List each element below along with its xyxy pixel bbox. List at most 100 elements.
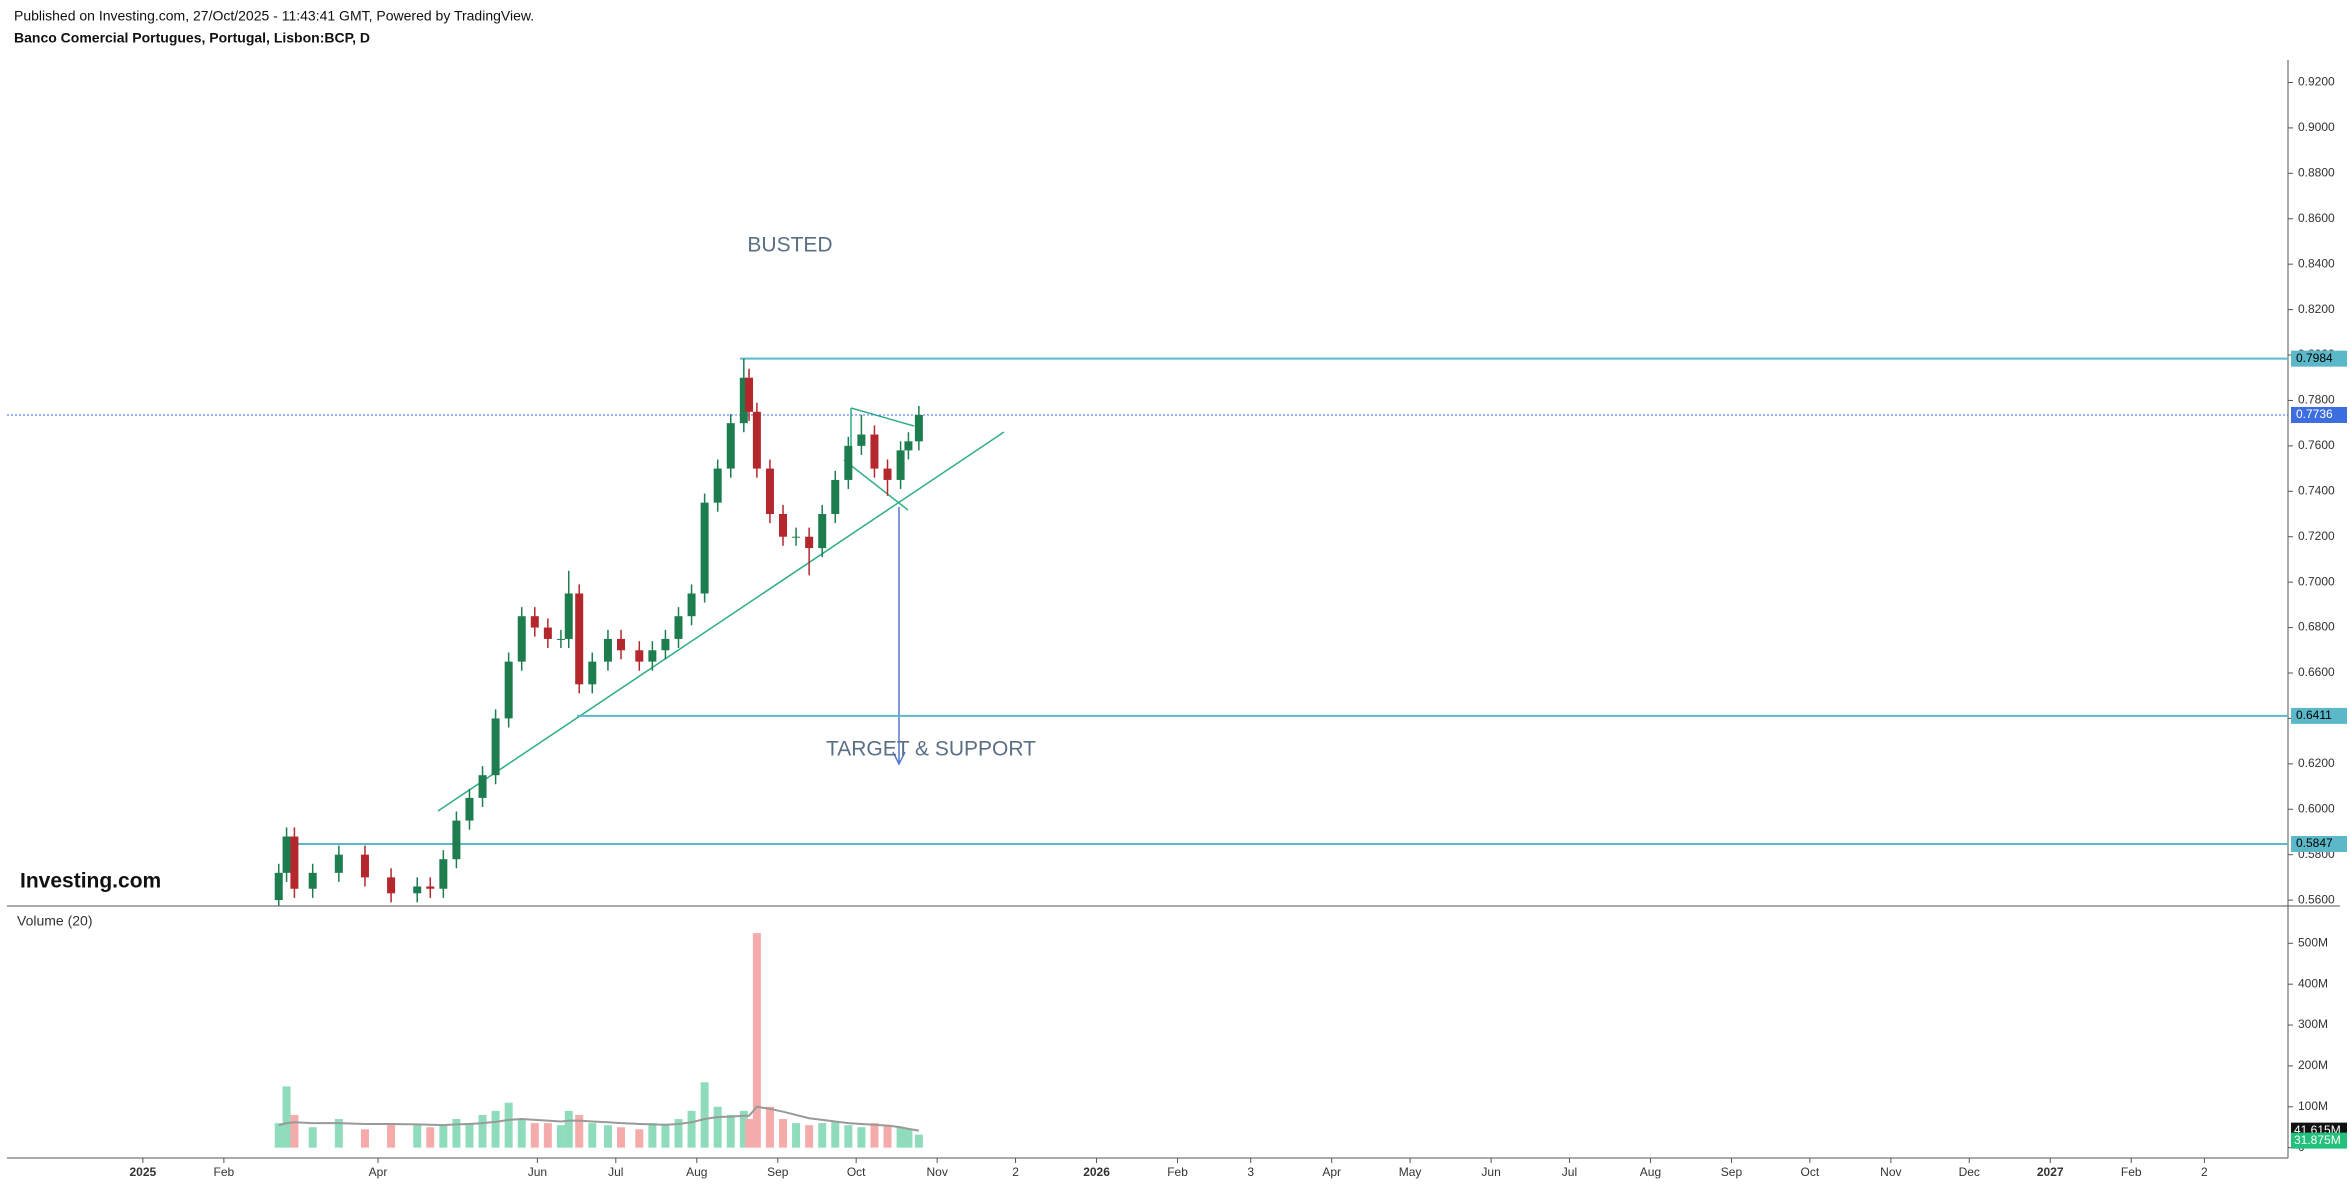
x-tick-label: 2027 [2037,1165,2064,1179]
volume-bar [617,1127,626,1148]
candle-body [726,423,735,469]
volume-ma [278,1105,920,1132]
y-tick-label: 0.8800 [2298,166,2335,180]
x-tick-label: Apr [369,1165,388,1179]
candle-body [792,536,801,538]
y-tick-label: 0.8400 [2298,256,2335,270]
volume-bar [648,1123,657,1148]
x-tick-label: Sep [1721,1165,1743,1179]
candle-body [308,872,317,889]
volume-tick-label: 500M [2298,935,2328,949]
volume-bar [543,1123,552,1148]
y-tick-label: 0.6000 [2298,801,2335,815]
x-tick-label: 2 [1012,1165,1019,1179]
volume-bar [274,1123,283,1148]
x-tick-label: 2026 [1083,1165,1110,1179]
candle-body [831,479,840,515]
volume-bar [465,1123,474,1148]
candle-body [896,450,905,480]
candle-body [648,650,657,662]
x-tick-label: Jun [1481,1165,1500,1179]
subtitle: Banco Comercial Portugues, Portugal, Lis… [14,30,370,46]
volume-bar [687,1110,696,1148]
candle-body [588,661,597,685]
x-tick-label: 2025 [130,1165,157,1179]
triangle-bottom [843,459,909,511]
volume-bar [765,1106,774,1148]
volume-bar [914,1134,923,1148]
volume-bar [360,1129,369,1148]
candle-body [914,414,923,442]
x-tick-label: 3 [1247,1165,1254,1179]
volume-bar [387,1123,396,1148]
volume-last-label: 31.875M [2294,1133,2341,1147]
volume-bar [661,1125,670,1148]
volume-bar [904,1129,913,1148]
y-tick-label: 0.7400 [2298,483,2335,497]
x-tick-label: Nov [1880,1165,1901,1179]
volume-bar [575,1114,584,1148]
candle-body [674,616,683,639]
volume-bar [779,1119,788,1148]
candle-body [752,411,761,469]
y-tick-label: 0.6600 [2298,665,2335,679]
y-tick-label: 0.6200 [2298,756,2335,770]
candle-body [818,514,827,549]
candle-body [360,854,369,878]
y-tick-label: 0.7200 [2298,529,2335,543]
volume-bar [452,1119,461,1148]
candles [274,358,923,906]
x-tick-label: Feb [1167,1165,1188,1179]
candle-body [883,468,892,480]
volume-bar [818,1123,827,1148]
volume-bar [844,1125,853,1148]
volume-bar [556,1125,565,1148]
candle-body [904,441,913,451]
volume-last-bg [2291,1132,2347,1149]
arrow-head [892,751,906,766]
y-tick-label: 0.5600 [2298,892,2335,906]
candle-body [635,650,644,662]
candle-body [290,836,299,889]
candle-body [491,718,500,776]
volume-bar [857,1127,866,1148]
candle-body [661,638,670,651]
volume-bar [290,1114,299,1148]
volume-bar [504,1102,513,1148]
x-tick-label: Jul [1562,1165,1577,1179]
volume-bar [530,1123,539,1148]
level-label: 0.5847 [2296,836,2333,850]
volume-bar [308,1127,317,1148]
candle-body [564,593,573,639]
x-tick-label: Sep [767,1165,789,1179]
volume-bar [439,1125,448,1148]
volume-tick-label: 100M [2298,1099,2328,1113]
y-tick-label: 0.7000 [2298,574,2335,588]
x-tick-label: Dec [1959,1165,1980,1179]
candle-body [805,536,814,549]
last-price-label: 0.7736 [2296,407,2333,421]
candle-body [439,859,448,889]
candle-body [556,638,565,640]
volume-bar [334,1119,343,1148]
triangle-top [850,407,915,427]
candle-body [282,836,291,873]
volume-bar [713,1106,722,1148]
candle-body [700,502,709,594]
volume-bar [635,1129,644,1148]
volume-bar [674,1119,683,1148]
x-tick-label: Aug [1640,1165,1661,1179]
level-label: 0.7984 [2296,351,2333,365]
level-label-bg [2291,350,2347,367]
x-tick-label: Nov [926,1165,947,1179]
candle-body [452,820,461,860]
x-tick-label: Feb [2121,1165,2142,1179]
x-tick-label: Apr [1322,1165,1341,1179]
y-tick-label: 0.8200 [2298,302,2335,316]
volume-tick-label: 300M [2298,1017,2328,1031]
candle-body [617,638,626,651]
volume-tick-label: 200M [2298,1058,2328,1072]
logo: Investing.com [20,870,161,893]
volume-bar [752,933,761,1148]
